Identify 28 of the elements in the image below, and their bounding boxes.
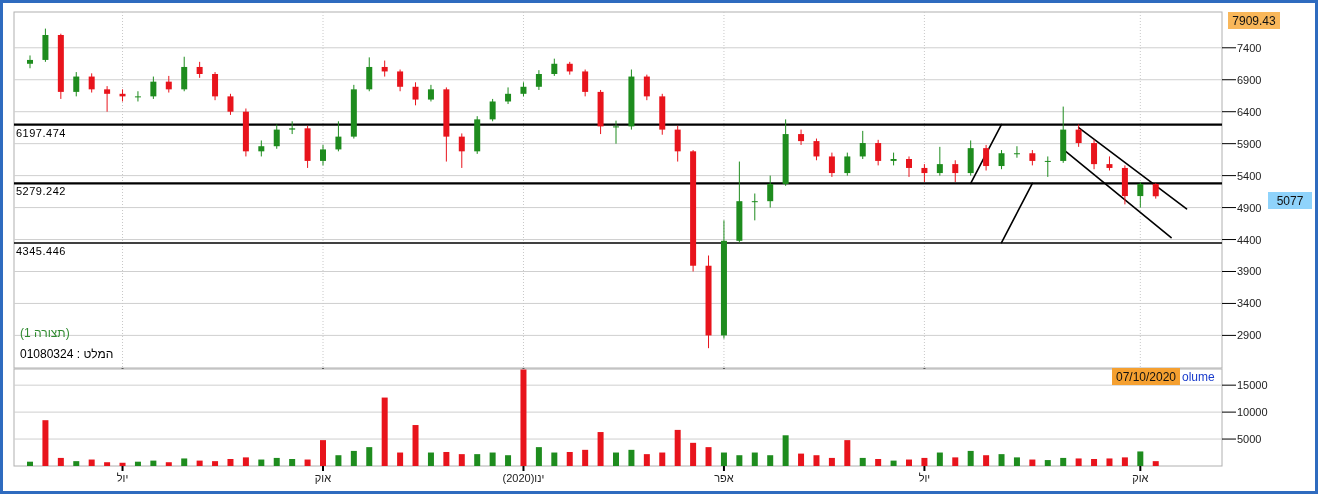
y-tick-label: 5000	[1237, 433, 1262, 446]
x-tick-label: ינו(2020)	[502, 472, 545, 484]
y-tick-label: 6400	[1237, 105, 1262, 118]
text: 7909.43	[1232, 14, 1277, 28]
x-tick-label: אוק	[1132, 472, 1149, 484]
ref-line-label: 4345.446	[16, 245, 66, 258]
y-tick-label: 2900	[1237, 329, 1262, 342]
y-tick-label: 6900	[1237, 73, 1262, 86]
annotation: 07/10/2020	[1115, 370, 1177, 384]
text: 5077	[1276, 194, 1304, 208]
x-tick-label: יול	[918, 472, 931, 484]
y-tick-label: 5900	[1237, 137, 1262, 150]
annotation: המלט : 01080324	[20, 347, 114, 361]
x-tick-label: אוק	[314, 472, 332, 484]
y-tick-label: 10000	[1237, 406, 1268, 419]
y-tick-label: 4900	[1237, 201, 1262, 214]
y-tick-label: 15000	[1237, 379, 1268, 392]
ref-line-label: 5279.242	[16, 185, 66, 198]
y-tick-label: 4400	[1237, 233, 1262, 246]
annotation: olume	[1182, 370, 1216, 384]
y-tick-label: 7400	[1237, 41, 1262, 54]
x-tick-label: יול	[116, 472, 129, 484]
y-tick-label: 5400	[1237, 169, 1262, 182]
x-tick-label: אפר	[714, 472, 734, 484]
ref-line-label: 6197.474	[16, 126, 66, 139]
annotation: (תצורה 1)	[20, 326, 70, 340]
y-tick-label: 3900	[1237, 265, 1262, 278]
y-tick-label: 3400	[1237, 297, 1262, 310]
